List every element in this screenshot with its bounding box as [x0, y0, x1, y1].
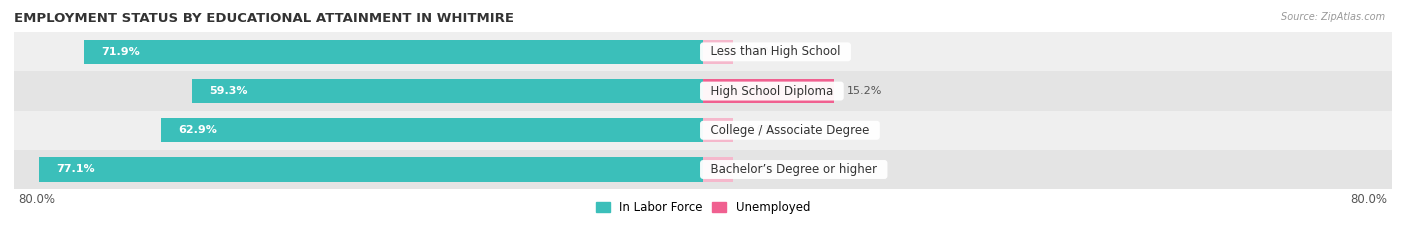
Bar: [39, 157, 703, 182]
Text: 59.3%: 59.3%: [209, 86, 247, 96]
Bar: [703, 157, 733, 182]
Bar: [703, 40, 733, 64]
Bar: [84, 40, 703, 64]
Text: 0.0%: 0.0%: [747, 47, 775, 57]
Text: 0.0%: 0.0%: [747, 164, 775, 175]
Bar: [14, 32, 1392, 72]
Text: Source: ZipAtlas.com: Source: ZipAtlas.com: [1281, 12, 1385, 22]
Bar: [703, 118, 733, 142]
Text: High School Diploma: High School Diploma: [703, 85, 841, 98]
Bar: [162, 118, 703, 142]
Text: Bachelor’s Degree or higher: Bachelor’s Degree or higher: [703, 163, 884, 176]
Text: 80.0%: 80.0%: [18, 193, 55, 206]
Bar: [14, 111, 1392, 150]
Bar: [703, 79, 834, 103]
Bar: [193, 79, 703, 103]
Text: 77.1%: 77.1%: [56, 164, 94, 175]
Text: 80.0%: 80.0%: [1351, 193, 1388, 206]
Text: 71.9%: 71.9%: [101, 47, 139, 57]
Text: 15.2%: 15.2%: [846, 86, 882, 96]
Bar: [14, 150, 1392, 189]
Legend: In Labor Force, Unemployed: In Labor Force, Unemployed: [596, 201, 810, 214]
Text: 62.9%: 62.9%: [179, 125, 218, 135]
Text: 0.0%: 0.0%: [747, 125, 775, 135]
Text: EMPLOYMENT STATUS BY EDUCATIONAL ATTAINMENT IN WHITMIRE: EMPLOYMENT STATUS BY EDUCATIONAL ATTAINM…: [14, 12, 515, 25]
Text: Less than High School: Less than High School: [703, 45, 848, 58]
Text: College / Associate Degree: College / Associate Degree: [703, 124, 877, 137]
Bar: [14, 72, 1392, 111]
